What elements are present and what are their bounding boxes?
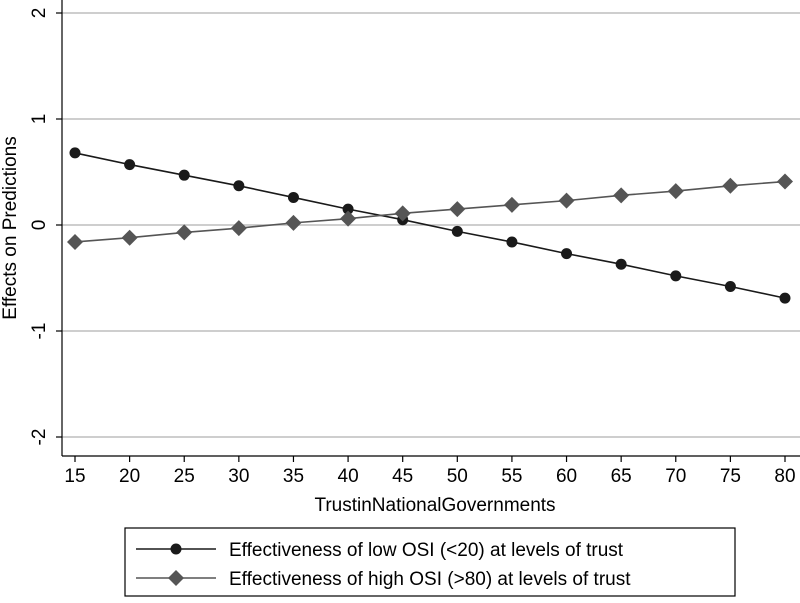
- ytick-label: 0: [29, 220, 50, 231]
- data-point-low-osi: [233, 180, 245, 192]
- data-point-low-osi: [561, 248, 573, 260]
- x-ticks: 15 20 25 30 35 40 45 50 55 60 65 70 75 80: [64, 456, 796, 487]
- data-point-low-osi: [615, 258, 627, 270]
- xtick-label: 60: [556, 466, 577, 487]
- data-point-high-osi: [340, 210, 357, 227]
- xtick-label: 55: [501, 466, 522, 487]
- data-point-high-osi: [722, 177, 739, 194]
- data-point-low-osi: [724, 280, 736, 292]
- legend-box: [124, 527, 736, 597]
- series-line-1: [74, 180, 786, 243]
- data-point-high-osi: [67, 233, 83, 250]
- legend-marker-low-osi: [170, 543, 182, 555]
- ytick-label: -2: [29, 429, 50, 446]
- data-point-low-osi: [779, 292, 791, 304]
- xtick-label: 25: [174, 466, 195, 487]
- data-point-high-osi: [503, 196, 520, 213]
- data-point-high-osi: [394, 205, 411, 222]
- data-point-low-osi: [124, 159, 136, 171]
- ytick-label: 2: [29, 8, 50, 19]
- xtick-label: 40: [338, 466, 359, 487]
- series-group: [67, 147, 793, 304]
- data-point-high-osi: [667, 183, 684, 200]
- data-point-low-osi: [451, 225, 463, 237]
- ytick-label: -1: [29, 323, 50, 340]
- legend: Effectiveness of low OSI (<20) at levels…: [124, 527, 736, 597]
- xtick-label: 20: [119, 466, 140, 487]
- xtick-label: 30: [228, 466, 249, 487]
- data-point-high-osi: [613, 187, 630, 204]
- x-axis-label: TrustinNationalGovernments: [314, 495, 555, 516]
- data-point-high-osi: [230, 220, 247, 237]
- xtick-label: 15: [64, 466, 85, 487]
- xtick-label: 50: [447, 466, 468, 487]
- y-axis-label: Effects on Predictions: [0, 136, 21, 319]
- y-ticks: -2 -1 0 1 2: [29, 8, 62, 446]
- data-point-low-osi: [506, 236, 518, 248]
- data-point-high-osi: [558, 192, 575, 209]
- data-point-low-osi: [342, 203, 354, 215]
- ytick-label: 1: [29, 114, 50, 125]
- data-point-high-osi: [449, 201, 466, 218]
- xtick-label: 75: [720, 466, 741, 487]
- legend-label-high-osi: Effectiveness of high OSI (>80) at level…: [229, 569, 631, 590]
- xtick-label: 65: [611, 466, 632, 487]
- xtick-label: 45: [392, 466, 413, 487]
- data-point-low-osi: [287, 191, 299, 203]
- legend-label-low-osi: Effectiveness of low OSI (<20) at levels…: [229, 540, 624, 561]
- series-line-0: [74, 152, 786, 299]
- xtick-label: 70: [665, 466, 686, 487]
- legend-marker-high-osi: [168, 570, 184, 586]
- data-point-low-osi: [69, 147, 81, 159]
- data-point-low-osi: [178, 169, 190, 181]
- data-point-high-osi: [777, 173, 793, 190]
- data-point-high-osi: [121, 229, 138, 246]
- data-point-high-osi: [285, 214, 302, 231]
- xtick-label: 35: [283, 466, 304, 487]
- data-point-high-osi: [176, 224, 193, 241]
- xtick-label: 80: [774, 466, 795, 487]
- data-point-low-osi: [670, 270, 682, 282]
